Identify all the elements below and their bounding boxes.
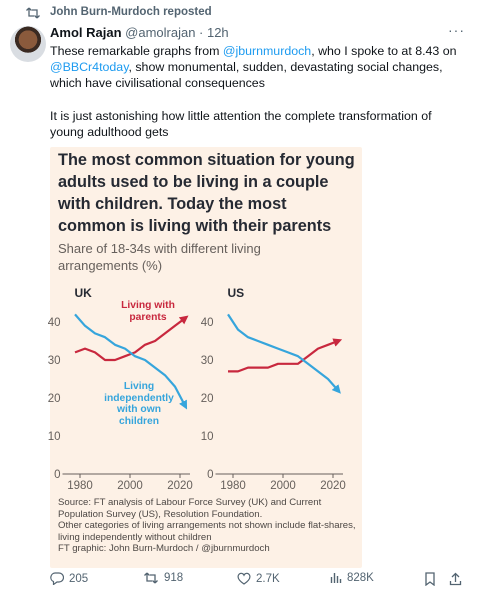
panel-title: US bbox=[228, 286, 245, 300]
panel-title: UK bbox=[75, 286, 93, 300]
data-line bbox=[228, 338, 343, 373]
source-line: Other categories of living arrangements … bbox=[58, 520, 356, 543]
y-tick-label: 0 bbox=[207, 469, 213, 481]
figure-title: The most common situation for young adul… bbox=[58, 151, 355, 235]
x-tick-label: 2000 bbox=[270, 480, 296, 492]
text: , show monumental, sudden, devastating s… bbox=[50, 60, 443, 90]
figure-subtitle: Share of 18-34s with different living ar… bbox=[58, 241, 261, 273]
x-tick-label: 1980 bbox=[220, 480, 246, 492]
share-button[interactable] bbox=[449, 572, 462, 586]
data-line bbox=[74, 313, 188, 410]
x-tick-label: 2000 bbox=[117, 480, 143, 492]
reply-count: 205 bbox=[69, 572, 89, 585]
y-tick-label: 40 bbox=[48, 317, 61, 329]
text: , who I spoke to at 8.43 on bbox=[311, 44, 457, 58]
x-tick-label: 2020 bbox=[167, 480, 193, 492]
text: These remarkable graphs from bbox=[50, 44, 223, 58]
data-line bbox=[227, 313, 341, 394]
repost-icon bbox=[26, 7, 40, 19]
x-tick-label: 2020 bbox=[320, 480, 346, 492]
bookmark-button[interactable] bbox=[424, 572, 436, 586]
source-line: FT graphic: John Burn-Murdoch / @jburnmu… bbox=[58, 543, 270, 555]
views-button[interactable]: 828K bbox=[330, 572, 374, 584]
avatar[interactable] bbox=[10, 26, 46, 62]
mention[interactable]: @jburnmurdoch bbox=[222, 44, 312, 58]
y-tick-label: 10 bbox=[48, 431, 61, 443]
like-button[interactable]: 2.7K bbox=[237, 572, 280, 585]
view-count: 828K bbox=[347, 572, 374, 584]
source-line: Source: FT analysis of Labour Force Surv… bbox=[58, 497, 322, 520]
like-count: 2.7K bbox=[256, 572, 280, 585]
more-button[interactable]: ··· bbox=[448, 22, 465, 38]
action-bar: 205 918 2.7K 828K bbox=[0, 570, 481, 590]
tweet-text: It is just astonishing how little attent… bbox=[50, 109, 432, 139]
data-line bbox=[74, 315, 189, 362]
y-tick-label: 30 bbox=[201, 355, 214, 367]
y-tick-label: 20 bbox=[48, 393, 61, 405]
repost-label: John Burn-Murdoch reposted bbox=[50, 6, 212, 18]
mention[interactable]: @BBCr4today bbox=[50, 60, 129, 74]
y-tick-label: 40 bbox=[201, 317, 214, 329]
y-tick-label: 30 bbox=[48, 355, 61, 367]
series-label: Living with parents bbox=[121, 300, 175, 323]
figure-source: Source: FT analysis of Labour Force Surv… bbox=[58, 497, 358, 555]
author-line: Amol Rajan @amolrajan · 12h bbox=[50, 25, 229, 40]
y-tick-label: 10 bbox=[201, 431, 214, 443]
x-tick-label: 1980 bbox=[67, 480, 93, 492]
author-handle: @amolrajan · 12h bbox=[125, 25, 229, 40]
reply-button[interactable]: 205 bbox=[50, 572, 88, 585]
author-name[interactable]: Amol Rajan bbox=[50, 25, 122, 40]
repost-count: 918 bbox=[164, 572, 184, 584]
y-tick-label: 0 bbox=[54, 469, 60, 481]
tweet-text: These remarkable graphs from @jburnmurdo… bbox=[50, 43, 462, 91]
series-label: Living independently with own children bbox=[104, 381, 174, 427]
repost-button[interactable]: 918 bbox=[143, 572, 183, 584]
y-tick-label: 20 bbox=[201, 393, 214, 405]
